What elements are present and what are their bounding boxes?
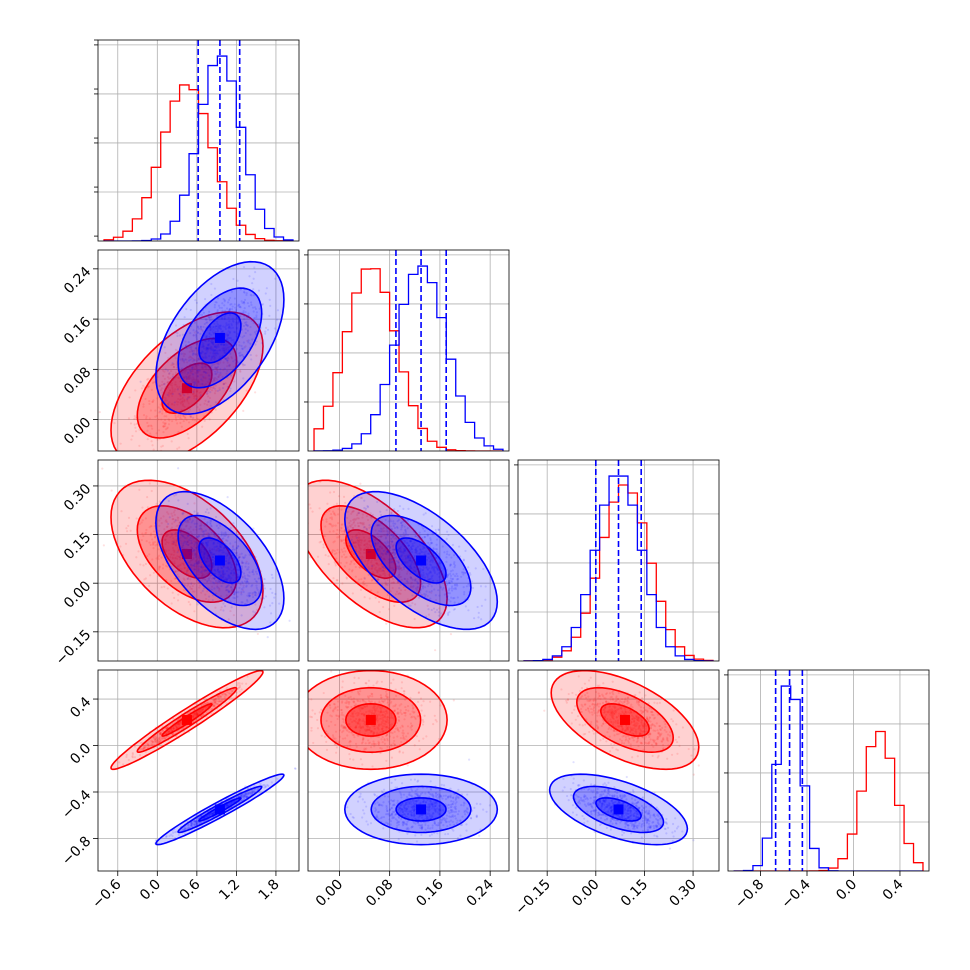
density-peak-0 [181, 549, 192, 560]
y-tick-label: 0.15 [61, 530, 94, 563]
scatter-panel-2-3 [517, 669, 720, 872]
scatter-points-1 [344, 758, 491, 843]
histogram-series-1 [313, 265, 504, 451]
histogram-panel-2 [514, 459, 720, 662]
x-tick-label: −0.6 [89, 876, 124, 911]
histogram-series-1 [733, 685, 923, 871]
y-tick-label: −0.8 [59, 834, 94, 869]
scatter-panel-0-1 [97, 249, 300, 452]
scatter-points-1 [350, 499, 487, 621]
contour-0-0 [308, 670, 448, 771]
y-tick-label: −0.4 [59, 787, 94, 822]
scatter-panel-1-2 [307, 459, 510, 662]
density-peak-1 [214, 555, 225, 566]
y-tick-label: 0.08 [61, 364, 94, 397]
y-tick-label: 0.4 [67, 694, 94, 721]
x-tick-label: 0.6 [177, 876, 204, 903]
x-tick-label: 1.2 [216, 877, 243, 904]
density-peak-1 [214, 332, 225, 343]
y-tick-label: 0.00 [61, 415, 94, 448]
y-axis-3: −0.8 −0.4 0.0 0.4 [59, 694, 98, 869]
density-peak-1 [214, 804, 225, 815]
histogram-panel-0 [94, 39, 300, 242]
y-tick-label: 0.0 [67, 741, 94, 768]
x-axis-1: 0.00 0.08 0.16 0.24 [313, 871, 497, 910]
scatter-panel-1-3 [307, 669, 510, 872]
x-tick-label: 1.8 [256, 877, 283, 904]
histogram-series-0 [734, 730, 924, 871]
histogram-series-0 [103, 84, 294, 241]
x-tick-label: 0.08 [363, 877, 396, 910]
x-tick-label: 0.0 [833, 877, 860, 904]
x-axis-3: −0.8 −0.4 0.0 0.4 [732, 871, 907, 912]
x-axis-0: −0.6 0.0 0.6 1.2 1.8 [89, 871, 283, 912]
contour-0-0 [110, 311, 264, 451]
panel-border [727, 669, 930, 872]
x-tick-label: −0.8 [732, 877, 767, 912]
scatter-points-0 [309, 670, 455, 768]
density-peak-0 [181, 714, 192, 725]
histogram-series-1 [523, 475, 714, 661]
panel-border [307, 249, 510, 452]
panel-border [97, 459, 300, 662]
x-tick-label: 0.00 [313, 877, 346, 910]
x-tick-label: −0.4 [778, 876, 813, 911]
x-axis-2: −0.15 0.00 0.15 0.30 [512, 871, 700, 918]
panel-border [97, 669, 300, 872]
y-tick-label: −0.15 [53, 627, 95, 669]
y-tick-label: 0.30 [61, 481, 94, 514]
density-peak-0 [365, 549, 376, 560]
density-peak-1 [613, 804, 624, 815]
x-tick-label: 0.30 [667, 877, 700, 910]
x-tick-label: 0.16 [413, 876, 446, 909]
density-peak-0 [365, 714, 376, 725]
y-axis-2: −0.15 0.00 0.15 0.30 [53, 481, 98, 669]
x-tick-label: 0.4 [880, 876, 907, 903]
histogram-panel-3 [724, 669, 930, 872]
y-tick-label: 0.16 [61, 314, 94, 347]
panel-border [307, 669, 510, 872]
y-tick-label: 0.00 [61, 578, 94, 611]
x-tick-label: −0.15 [512, 877, 554, 919]
panel-border [97, 39, 300, 242]
panel-border [517, 669, 720, 872]
x-tick-label: 0.00 [569, 877, 602, 910]
x-tick-label: 0.15 [618, 877, 651, 910]
y-tick-label: 0.24 [61, 264, 94, 297]
histogram-panel-1 [304, 249, 510, 452]
density-peak-1 [416, 804, 427, 815]
x-tick-label: 0.24 [464, 876, 497, 909]
scatter-panel-0-2 [97, 459, 300, 662]
panel-border [97, 249, 300, 452]
density-peak-1 [416, 555, 427, 566]
density-peak-0 [619, 714, 630, 725]
panel-border [307, 459, 510, 662]
scatter-panel-0-3 [97, 669, 300, 872]
panel-border [517, 459, 720, 662]
y-axis-1: 0.00 0.08 0.16 0.24 [61, 264, 98, 448]
scatter-points-1 [554, 761, 695, 850]
density-peak-0 [181, 383, 192, 394]
x-tick-label: 0.0 [137, 877, 164, 904]
